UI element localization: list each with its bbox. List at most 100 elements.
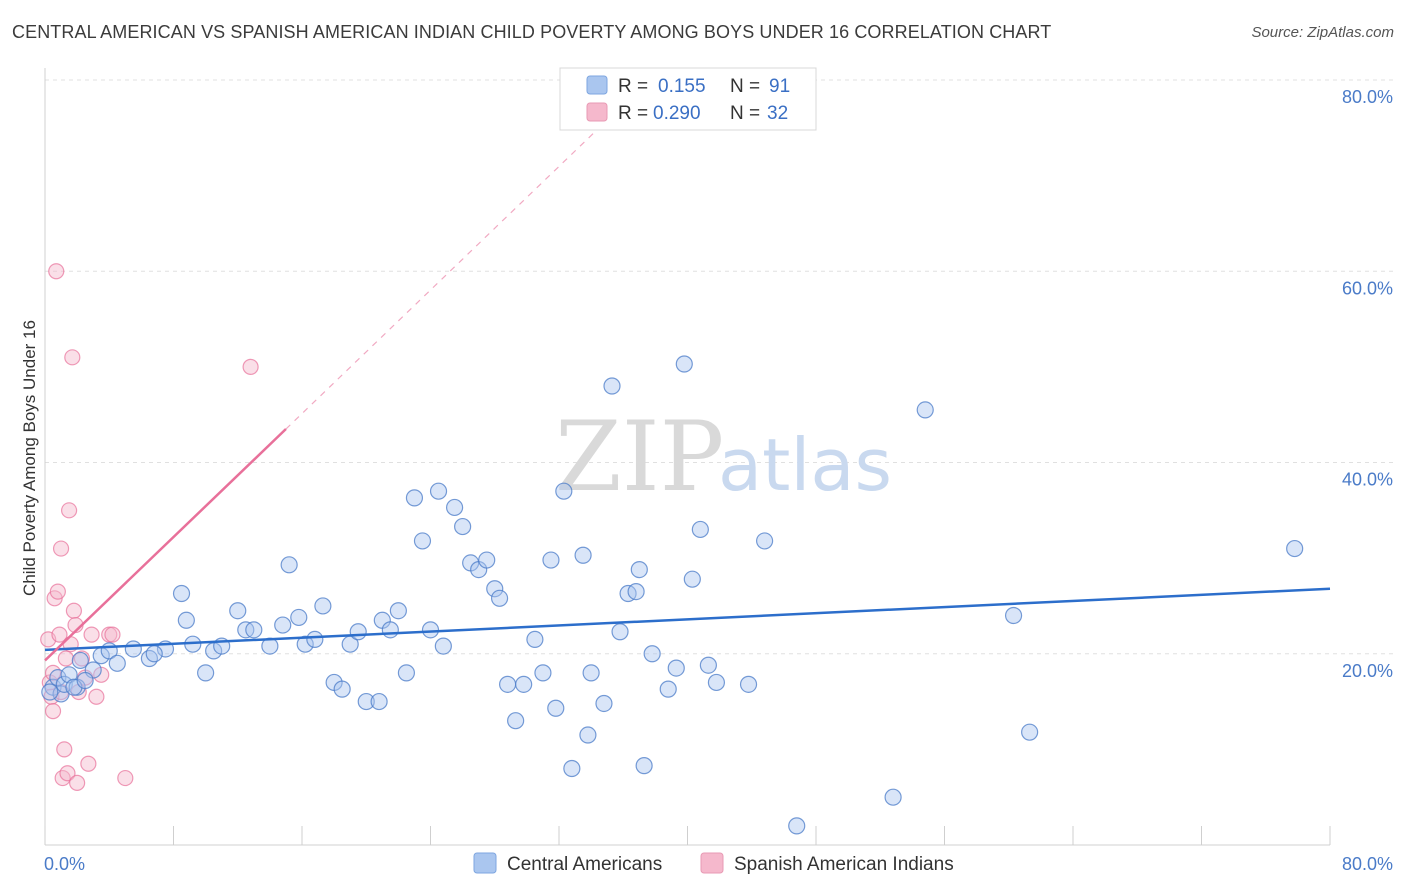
legend-n-label-2: N = — [730, 103, 760, 124]
blue-point-74 — [675, 355, 693, 373]
blue-point-24 — [274, 616, 292, 634]
blue-point-34 — [357, 692, 375, 711]
blue-point-36 — [370, 692, 388, 711]
blue-point-37 — [381, 621, 399, 639]
blue-point-28 — [306, 630, 324, 649]
blue-point-20 — [229, 602, 247, 620]
series-central-americans — [41, 355, 1304, 835]
blue-point-60 — [563, 759, 581, 778]
y-axis-tick-labels: 20.0% 40.0% 60.0% 80.0% — [1342, 87, 1393, 681]
pink-point-5 — [48, 263, 65, 280]
blue-point-54 — [515, 675, 533, 693]
blue-point-11 — [108, 654, 126, 672]
blue-point-56 — [534, 664, 552, 682]
legend-r-label-1: R = — [618, 76, 648, 97]
blue-point-78 — [707, 673, 726, 692]
legend-n-value-2: 32 — [767, 103, 788, 124]
pink-point-13 — [60, 502, 78, 519]
pink-point-16 — [65, 602, 83, 619]
blue-point-1 — [49, 669, 67, 687]
trendline-spanish-american-indians-extension — [285, 127, 600, 430]
blue-point-75 — [683, 570, 701, 588]
x-tick-label-max: 80.0% — [1342, 854, 1393, 874]
blue-point-87 — [41, 683, 59, 701]
blue-point-79 — [739, 675, 758, 693]
blue-point-90 — [145, 645, 163, 663]
legend-n-label-1: N = — [730, 76, 760, 97]
pink-point-18 — [69, 774, 86, 791]
y-tick-label-40: 40.0% — [1342, 470, 1393, 490]
x-tick-label-min: 0.0% — [44, 854, 85, 874]
blue-point-29 — [314, 597, 332, 615]
blue-point-39 — [397, 664, 416, 682]
pink-point-8 — [52, 540, 70, 557]
blue-point-80 — [755, 532, 774, 550]
chart-title: CENTRAL AMERICAN VS SPANISH AMERICAN IND… — [12, 22, 1052, 42]
bottom-legend-swatch-blue — [473, 852, 497, 874]
blue-point-70 — [635, 757, 653, 775]
blue-point-49 — [478, 551, 496, 569]
blue-point-59 — [555, 482, 573, 500]
blue-point-53 — [507, 712, 525, 730]
pink-point-29 — [242, 358, 259, 375]
blue-point-52 — [499, 675, 517, 693]
pink-point-10 — [56, 741, 73, 758]
legend-swatch-blue — [586, 75, 608, 95]
blue-point-89 — [76, 671, 94, 690]
blue-point-25 — [280, 556, 298, 574]
blue-point-41 — [413, 532, 432, 550]
pink-point-11 — [57, 650, 74, 667]
legend-r-value-2: 0.290 — [653, 103, 701, 124]
y-axis-title: Child Poverty Among Boys Under 16 — [20, 320, 39, 596]
blue-point-69 — [630, 560, 648, 579]
pink-point-28 — [117, 769, 134, 787]
blue-point-63 — [582, 664, 600, 682]
blue-point-10 — [124, 640, 142, 658]
blue-point-12 — [140, 649, 159, 668]
blue-point-65 — [603, 377, 621, 395]
y-tick-label-60: 60.0% — [1342, 278, 1393, 298]
trendline-central-americans — [44, 587, 1331, 652]
pink-point-6 — [49, 583, 66, 600]
blue-point-82 — [884, 788, 902, 806]
trendlines — [44, 127, 1331, 662]
y-tick-label-20: 20.0% — [1342, 661, 1393, 681]
blue-point-17 — [197, 664, 215, 682]
blue-point-43 — [429, 482, 448, 500]
watermark-zip: ZIP — [555, 401, 724, 513]
legend-swatch-pink — [586, 102, 608, 122]
legend-r-label-2: R = — [618, 103, 648, 124]
blue-point-3 — [55, 675, 73, 693]
blue-point-55 — [526, 630, 544, 649]
blue-point-76 — [691, 520, 709, 539]
trendline-spanish-american-indians — [44, 428, 287, 662]
blue-point-77 — [699, 656, 717, 674]
blue-point-15 — [177, 611, 195, 629]
bottom-legend-label-pink: Spanish American Indians — [734, 854, 954, 875]
blue-point-57 — [542, 551, 560, 569]
blue-point-58 — [547, 699, 565, 717]
blue-point-45 — [445, 498, 464, 517]
pink-point-15 — [64, 349, 81, 366]
legend-n-value-1: 91 — [769, 76, 790, 97]
legend-r-value-1: 0.155 — [658, 76, 706, 97]
blue-point-38 — [389, 602, 407, 620]
bottom-legend: Central Americans Spanish American India… — [473, 852, 954, 875]
blue-point-64 — [595, 694, 613, 713]
pink-point-7 — [51, 626, 68, 643]
blue-point-26 — [290, 608, 308, 627]
blue-point-22 — [245, 621, 263, 639]
blue-point-86 — [1286, 539, 1304, 558]
blue-point-85 — [1021, 723, 1039, 741]
watermark-atlas: atlas — [718, 423, 892, 507]
pink-point-22 — [80, 755, 97, 772]
pink-point-24 — [88, 688, 105, 705]
pink-point-12 — [59, 765, 76, 782]
pink-point-9 — [54, 769, 71, 787]
legend-box: R = 0.155 N = 91 R = 0.290 N = 32 — [559, 67, 817, 131]
blue-point-62 — [579, 726, 597, 744]
blue-point-40 — [405, 489, 424, 507]
series-spanish-american-indians — [40, 263, 259, 791]
blue-point-61 — [574, 546, 592, 564]
